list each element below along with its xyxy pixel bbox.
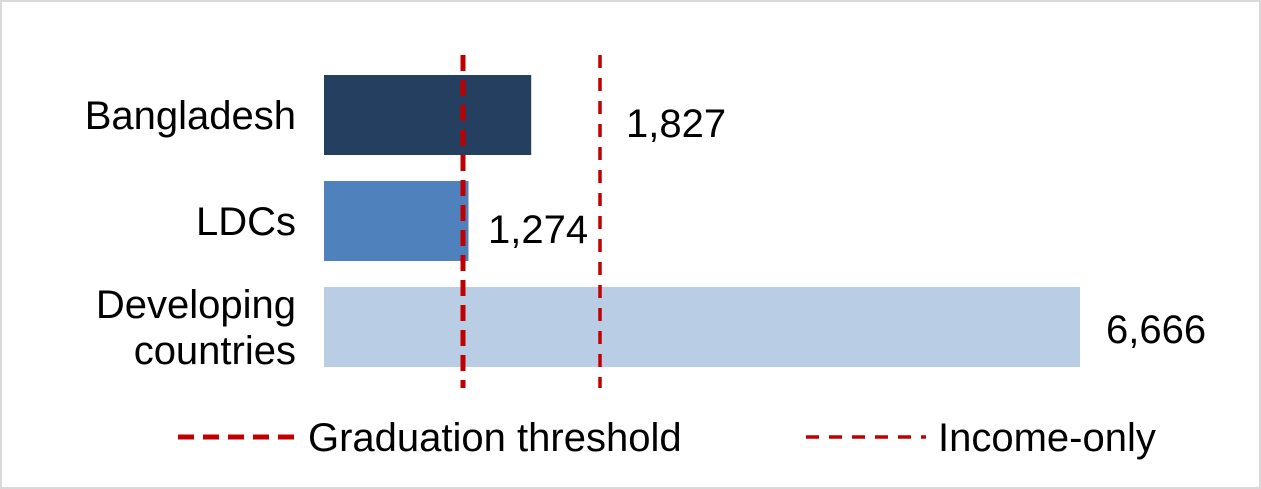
value-labels-layer: 1,827 1,274 6,666	[488, 102, 1206, 352]
category-label-0: Bangladesh	[85, 94, 296, 138]
bar-0	[324, 75, 532, 155]
category-label-2: Developing countries	[96, 283, 296, 373]
legend: Graduation threshold Income-only	[178, 416, 1156, 460]
value-label-1: 1,274	[488, 208, 588, 252]
bar-1	[324, 181, 469, 261]
legend-label-1: Income-only	[938, 416, 1156, 460]
value-label-2: 6,666	[1106, 308, 1206, 352]
reference-lines-layer	[460, 55, 602, 388]
category-labels-layer: Bangladesh LDCs Developing countries	[85, 94, 296, 373]
bars-layer	[324, 75, 1080, 367]
category-label-1: LDCs	[196, 200, 296, 244]
value-label-0: 1,827	[626, 102, 726, 146]
legend-label-0: Graduation threshold	[308, 416, 682, 460]
bar-2	[324, 287, 1080, 367]
